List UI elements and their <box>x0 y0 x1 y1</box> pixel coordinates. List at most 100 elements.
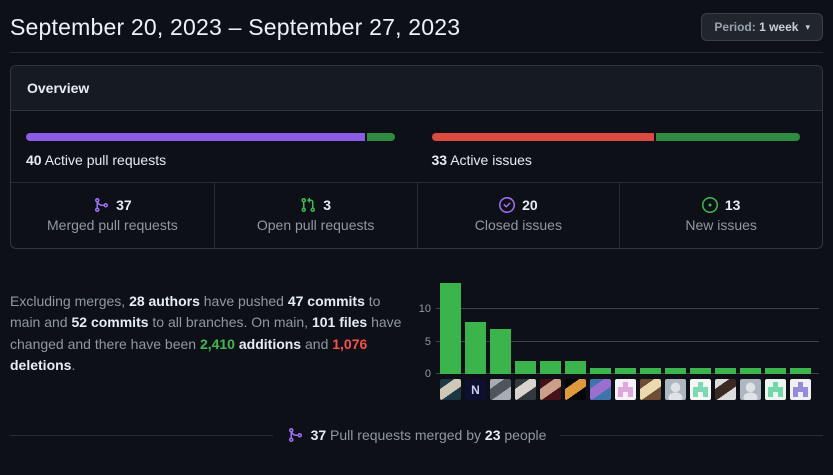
text-segment: 47 commits <box>287 293 365 309</box>
merged-by-divider: 37 Pull requests merged by 23 people <box>10 427 823 443</box>
chevron-down-icon: ▾ <box>805 21 810 32</box>
divider-line-left <box>10 434 273 436</box>
issues-progress-bar <box>431 133 800 141</box>
merged-pull-requests-label: Merged pull requests <box>47 217 178 233</box>
active-pull-requests-count: 40 <box>26 152 42 168</box>
y-axis-tick-label: 10 <box>418 303 431 316</box>
author-avatar[interactable] <box>615 379 636 400</box>
author-avatar[interactable] <box>515 379 536 400</box>
new-issues-count: 13 <box>724 197 741 213</box>
merged-pull-requests-stat: 37 Merged pull requests <box>11 183 214 248</box>
open-pull-requests-label: Open pull requests <box>256 217 375 233</box>
open-pull-requests-stat: 3 Open pull requests <box>213 183 417 248</box>
git-merge-icon <box>288 428 302 443</box>
commits-chart-plot: 0 5 10 <box>419 277 819 380</box>
closed-issues-stat: 20 Closed issues <box>416 183 620 248</box>
divider-line-right <box>560 434 823 436</box>
overview-title: Overview <box>27 80 90 96</box>
progress-segment-open <box>367 133 395 141</box>
date-range-title: September 20, 2023 – September 27, 2023 <box>10 13 461 40</box>
git-merge-icon <box>95 198 109 213</box>
author-avatar[interactable] <box>715 379 736 400</box>
commit-count-bar <box>540 361 561 374</box>
avatar-logo-letter: N <box>471 382 480 397</box>
author-avatar[interactable] <box>640 379 661 400</box>
activity-bars-row: 40 Active pull requests 33 Active issues <box>11 111 822 182</box>
author-avatar[interactable] <box>540 379 561 400</box>
active-issues-label: 33 Active issues <box>431 152 532 168</box>
text-segment: . <box>71 356 76 373</box>
commits-per-author-chart: 0 5 10 N <box>412 277 819 400</box>
author-avatar[interactable] <box>690 379 711 400</box>
period-button-label: Period: 1 week <box>714 20 799 34</box>
author-avatar[interactable] <box>665 379 686 400</box>
active-pull-requests-label: 40 Active pull requests <box>26 152 167 168</box>
text-segment: additions <box>238 335 302 352</box>
author-avatar[interactable] <box>565 379 586 400</box>
author-avatar[interactable] <box>440 379 461 400</box>
text-segment: have pushed <box>199 293 288 309</box>
progress-segment-closed <box>431 133 654 141</box>
text-segment: 2,410 <box>199 335 235 352</box>
text-segment: 1,076 <box>332 335 368 352</box>
lower-section: Excluding merges, 28 authors have pushed… <box>10 271 823 400</box>
commit-count-bar <box>690 367 711 374</box>
author-avatar[interactable] <box>790 379 811 400</box>
commit-count-bar <box>565 361 586 374</box>
author-avatar[interactable] <box>490 379 511 400</box>
new-issues-label: New issues <box>685 217 757 233</box>
commit-count-bar <box>740 367 761 374</box>
period-dropdown-button[interactable]: Period: 1 week ▾ <box>701 13 823 41</box>
text-segment: Excluding merges, <box>10 293 130 309</box>
text-segment: 101 files <box>311 314 368 331</box>
text-segment: people <box>500 427 547 443</box>
overview-panel: Overview 40 Active pull requests 33 Acti… <box>10 65 823 249</box>
new-issues-stat: 13 New issues <box>619 183 822 248</box>
text-segment: Pull requests merged by <box>326 427 485 443</box>
y-axis-tick-label: 0 <box>424 368 431 380</box>
text-segment: have changed and there have been <box>10 314 402 352</box>
closed-issues-count: 20 <box>522 197 538 213</box>
header-divider <box>10 52 823 53</box>
commit-count-bar <box>515 361 536 374</box>
text-segment: deletions <box>10 356 72 373</box>
y-axis-tick-label: 5 <box>424 335 431 348</box>
progress-segment-merged <box>26 133 366 141</box>
commit-count-bar <box>615 367 636 374</box>
author-avatars-row: N <box>440 379 811 400</box>
page-header: September 20, 2023 – September 27, 2023 … <box>10 0 823 41</box>
commit-count-bar <box>765 367 786 374</box>
text-segment: 28 authors <box>129 293 200 309</box>
overview-stats-row: 37 Merged pull requests 3 Open pull requ… <box>11 182 822 248</box>
overview-panel-header: Overview <box>11 66 822 111</box>
commit-count-bar <box>640 367 661 374</box>
text-segment: 37 <box>310 427 327 443</box>
commit-count-bar <box>440 283 461 374</box>
git-pull-request-icon <box>301 197 316 213</box>
pull-requests-progress-bar <box>26 133 395 141</box>
summary-paragraph: Excluding merges, 28 authors have pushed… <box>10 291 412 400</box>
active-issues-count: 33 <box>431 152 448 168</box>
issue-closed-icon <box>499 197 516 213</box>
text-segment: to main and <box>10 293 381 331</box>
text-segment: to all branches. On main, <box>148 314 312 331</box>
open-pull-requests-count: 3 <box>323 197 332 213</box>
author-avatar[interactable] <box>765 379 786 400</box>
text-segment: and <box>301 335 333 352</box>
issue-opened-icon <box>701 197 718 213</box>
author-avatar[interactable]: N <box>465 379 486 400</box>
author-avatar[interactable] <box>590 379 611 400</box>
gridline-10 <box>436 308 819 310</box>
merged-by-text: 37 Pull requests merged by 23 people <box>287 427 547 443</box>
commit-count-bar <box>490 328 511 374</box>
closed-issues-label: Closed issues <box>474 217 562 233</box>
text-segment: 23 <box>484 427 501 443</box>
active-issues-cell: 33 Active issues <box>417 111 823 182</box>
gridline-5 <box>436 340 819 342</box>
author-avatar[interactable] <box>740 379 761 400</box>
commit-count-bar <box>465 322 486 374</box>
text-segment: 52 commits <box>71 314 149 331</box>
active-pull-requests-cell: 40 Active pull requests <box>11 111 417 182</box>
commit-count-bar <box>790 367 811 374</box>
